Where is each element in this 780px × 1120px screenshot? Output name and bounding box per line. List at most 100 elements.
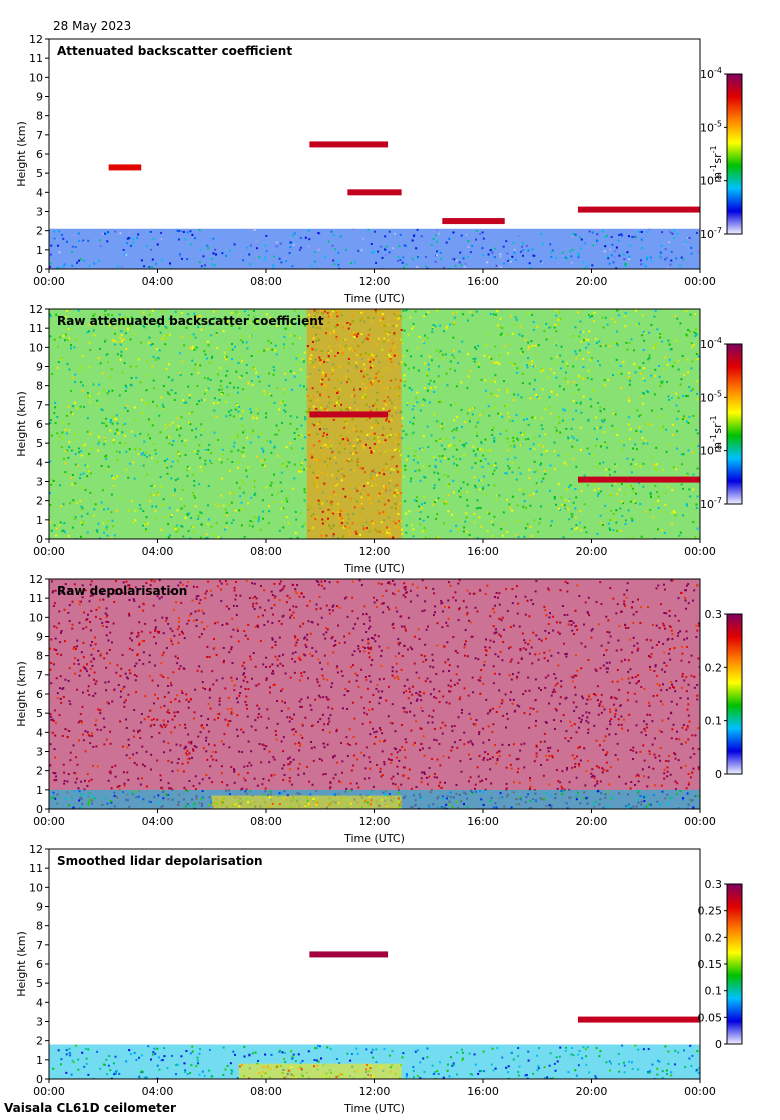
heatmap-cell [55,626,58,629]
heatmap-cell [368,358,371,361]
heatmap-cell [382,511,385,514]
heatmap-cell [178,633,181,636]
heatmap-cell [104,417,107,420]
heatmap-cell [595,427,598,430]
heatmap-cell [369,760,372,763]
heatmap-cell [553,468,556,471]
heatmap-cell [303,499,306,502]
heatmap-cell [571,235,574,238]
heatmap-cell [220,765,223,768]
heatmap-cell [295,322,298,325]
heatmap-cell [487,332,490,335]
heatmap-cell [205,750,208,753]
heatmap-cell [695,624,698,627]
heatmap-cell [112,438,115,441]
heatmap-cell [582,261,585,264]
heatmap-cell [513,251,516,254]
heatmap-cell [234,345,237,348]
heatmap-cell [324,407,327,410]
heatmap-cell [162,310,165,313]
heatmap-cell [50,419,53,422]
heatmap-cell [453,356,456,359]
heatmap-cell [81,691,84,694]
heatmap-cell [125,726,128,729]
heatmap-cell [85,618,88,621]
heatmap-cell [494,394,497,397]
heatmap-cell [619,507,622,510]
heatmap-cell [469,311,472,314]
heatmap-cell [295,641,298,644]
heatmap-cell [120,341,123,344]
heatmap-cell [147,433,150,436]
y-tick-label: 2 [36,495,43,508]
heatmap-cell [509,506,512,509]
heatmap-cell [340,670,343,673]
heatmap-cell [71,483,74,486]
heatmap-cell [196,669,199,672]
heatmap-cell [363,605,366,608]
heatmap-cell [644,265,647,268]
heatmap-cell [230,501,233,504]
heatmap-cell [559,509,562,512]
heatmap-cell [288,251,291,254]
heatmap-cell [528,345,531,348]
heatmap-cell [315,476,318,479]
heatmap-cell [58,230,61,233]
heatmap-cell [341,517,344,520]
heatmap-cell [423,334,426,337]
heatmap-cell [301,525,304,528]
heatmap-cell [81,584,84,587]
heatmap-cell [110,641,113,644]
heatmap-cell [255,371,258,374]
heatmap-cell [141,412,144,415]
heatmap-cell [683,373,686,376]
heatmap-cell [561,360,564,363]
heatmap-cell [404,627,407,630]
heatmap-cell [561,251,564,254]
heatmap-cell [495,498,498,501]
heatmap-cell [216,346,219,349]
heatmap-cell [394,406,397,409]
heatmap-cell [564,371,567,374]
heatmap-cell [585,711,588,714]
heatmap-cell [172,671,175,674]
heatmap-cell [393,583,396,586]
heatmap-cell [477,506,480,509]
heatmap-cell [569,439,572,442]
heatmap-cell [474,454,477,457]
heatmap-cell [582,366,585,369]
heatmap-cell [653,537,656,539]
heatmap-cell [284,378,287,381]
heatmap-cell [425,586,428,589]
heatmap-cell [191,233,194,236]
heatmap-cell [694,313,697,316]
heatmap-cell [367,334,370,337]
heatmap-cell [688,386,691,389]
heatmap-cell [222,330,225,333]
heatmap-cell [403,378,406,381]
heatmap-cell [682,415,685,418]
heatmap-cell [521,242,524,245]
heatmap-cell [392,536,395,539]
heatmap-cell [220,494,223,497]
heatmap-cell [671,423,674,426]
heatmap-cell [649,668,652,671]
heatmap-cell [134,679,137,682]
heatmap-cell [318,428,321,431]
heatmap-cell [552,615,555,618]
heatmap-cell [407,455,410,458]
heatmap-cell [570,255,573,258]
heatmap-cell [168,333,171,336]
heatmap-cell [199,456,202,459]
heatmap-cell [696,392,699,395]
heatmap-cell [272,267,275,269]
heatmap-cell [255,318,258,321]
heatmap-cell [50,253,53,256]
heatmap-cell [392,622,395,625]
heatmap-cell [636,642,639,645]
heatmap-cell [337,263,340,266]
heatmap-cell [243,629,246,632]
heatmap-cell [109,662,112,665]
heatmap-cell [459,696,462,699]
heatmap-cell [260,432,263,435]
